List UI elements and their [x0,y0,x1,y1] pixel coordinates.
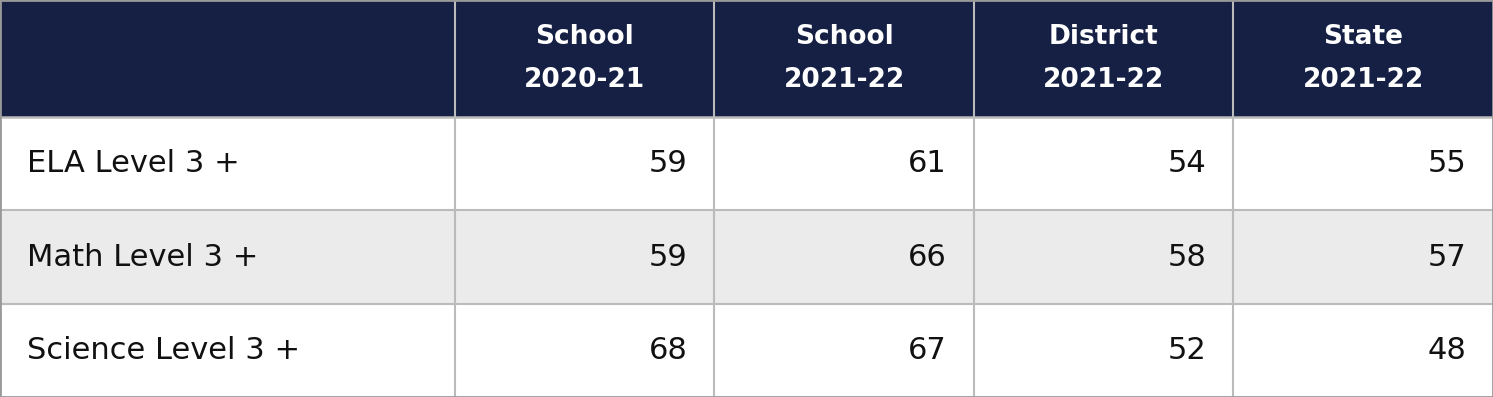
Text: 58: 58 [1168,243,1206,272]
Text: State: State [1323,24,1403,50]
Bar [0,0,1493,117]
Text: 55: 55 [1427,149,1466,178]
Text: District: District [1050,24,1159,50]
Bar [0,304,1493,397]
Text: 48: 48 [1427,336,1466,365]
Text: 2021-22: 2021-22 [784,67,905,93]
Text: Math Level 3 +: Math Level 3 + [27,243,258,272]
Text: 59: 59 [649,149,688,178]
Text: School: School [536,24,635,50]
Text: 2021-22: 2021-22 [1044,67,1165,93]
Text: 66: 66 [908,243,947,272]
Text: 54: 54 [1168,149,1206,178]
Bar [0,210,1493,304]
Text: 68: 68 [648,336,688,365]
Text: School: School [794,24,894,50]
Text: 57: 57 [1427,243,1466,272]
Text: 2020-21: 2020-21 [524,67,645,93]
Text: Science Level 3 +: Science Level 3 + [27,336,300,365]
Text: 61: 61 [908,149,947,178]
Text: 52: 52 [1168,336,1206,365]
Text: 59: 59 [649,243,688,272]
Bar [0,117,1493,210]
Text: 2021-22: 2021-22 [1302,67,1424,93]
Text: 67: 67 [908,336,947,365]
Text: ELA Level 3 +: ELA Level 3 + [27,149,239,178]
